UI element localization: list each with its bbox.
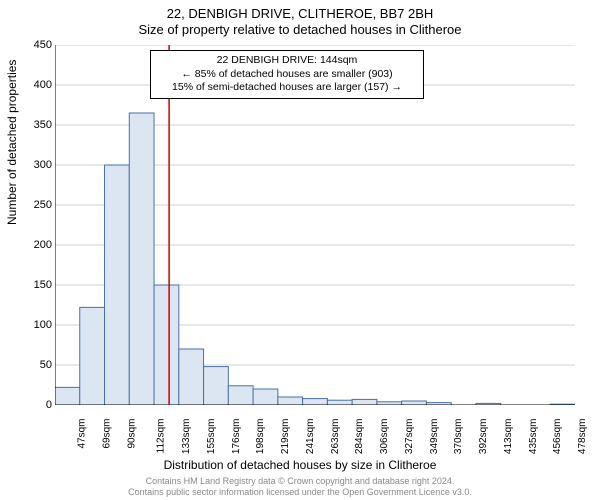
x-tick-label: 69sqm (101, 419, 112, 449)
y-axis-label: Number of detached properties (5, 60, 19, 225)
y-tick-label: 50 (40, 359, 52, 371)
x-tick-label: 349sqm (429, 419, 440, 455)
plot-area (55, 45, 575, 405)
x-tick-label: 478sqm (577, 419, 588, 455)
x-tick-label: 413sqm (503, 419, 514, 455)
x-axis-label: Distribution of detached houses by size … (0, 458, 600, 472)
x-tick-label: 155sqm (206, 419, 217, 455)
x-tick-label: 176sqm (231, 419, 242, 455)
chart-container: 22, DENBIGH DRIVE, CLITHEROE, BB7 2BH Si… (0, 0, 600, 500)
x-tick-label: 284sqm (354, 419, 365, 455)
x-tick-label: 198sqm (255, 419, 266, 455)
x-tick-label: 241sqm (305, 419, 316, 455)
y-tick-label: 200 (34, 239, 52, 251)
footer-line-1: Contains HM Land Registry data © Crown c… (0, 476, 600, 486)
y-tick-label: 150 (34, 279, 52, 291)
x-tick-label: 392sqm (478, 419, 489, 455)
annotation-line-1: 22 DENBIGH DRIVE: 144sqm (157, 54, 417, 68)
y-tick-label: 350 (34, 119, 52, 131)
x-tick-label: 435sqm (528, 419, 539, 455)
y-tick-label: 100 (34, 319, 52, 331)
x-tick-label: 370sqm (454, 419, 465, 455)
x-tick-label: 263sqm (330, 419, 341, 455)
y-tick-label: 400 (34, 79, 52, 91)
annotation-line-2: ← 85% of detached houses are smaller (90… (157, 68, 417, 82)
annotation-box: 22 DENBIGH DRIVE: 144sqm ← 85% of detach… (150, 50, 424, 99)
x-tick-label: 219sqm (280, 419, 291, 455)
footer-line-2: Contains public sector information licen… (0, 487, 600, 497)
x-tick-label: 327sqm (404, 419, 415, 455)
y-tick-label: 0 (46, 399, 52, 411)
y-tick-label: 300 (34, 159, 52, 171)
x-tick-label: 456sqm (553, 419, 564, 455)
x-tick-label: 47sqm (77, 419, 88, 449)
x-tick-label: 112sqm (156, 419, 167, 454)
x-tick-label: 90sqm (126, 419, 137, 449)
title-line-1: 22, DENBIGH DRIVE, CLITHEROE, BB7 2BH (0, 6, 600, 21)
annotation-line-3: 15% of semi-detached houses are larger (… (157, 81, 417, 95)
x-tick-label: 133sqm (181, 419, 192, 455)
y-tick-label: 450 (34, 39, 52, 51)
x-tick-label: 306sqm (379, 419, 390, 455)
title-line-2: Size of property relative to detached ho… (0, 22, 600, 37)
chart-svg (55, 45, 575, 405)
y-tick-label: 250 (34, 199, 52, 211)
